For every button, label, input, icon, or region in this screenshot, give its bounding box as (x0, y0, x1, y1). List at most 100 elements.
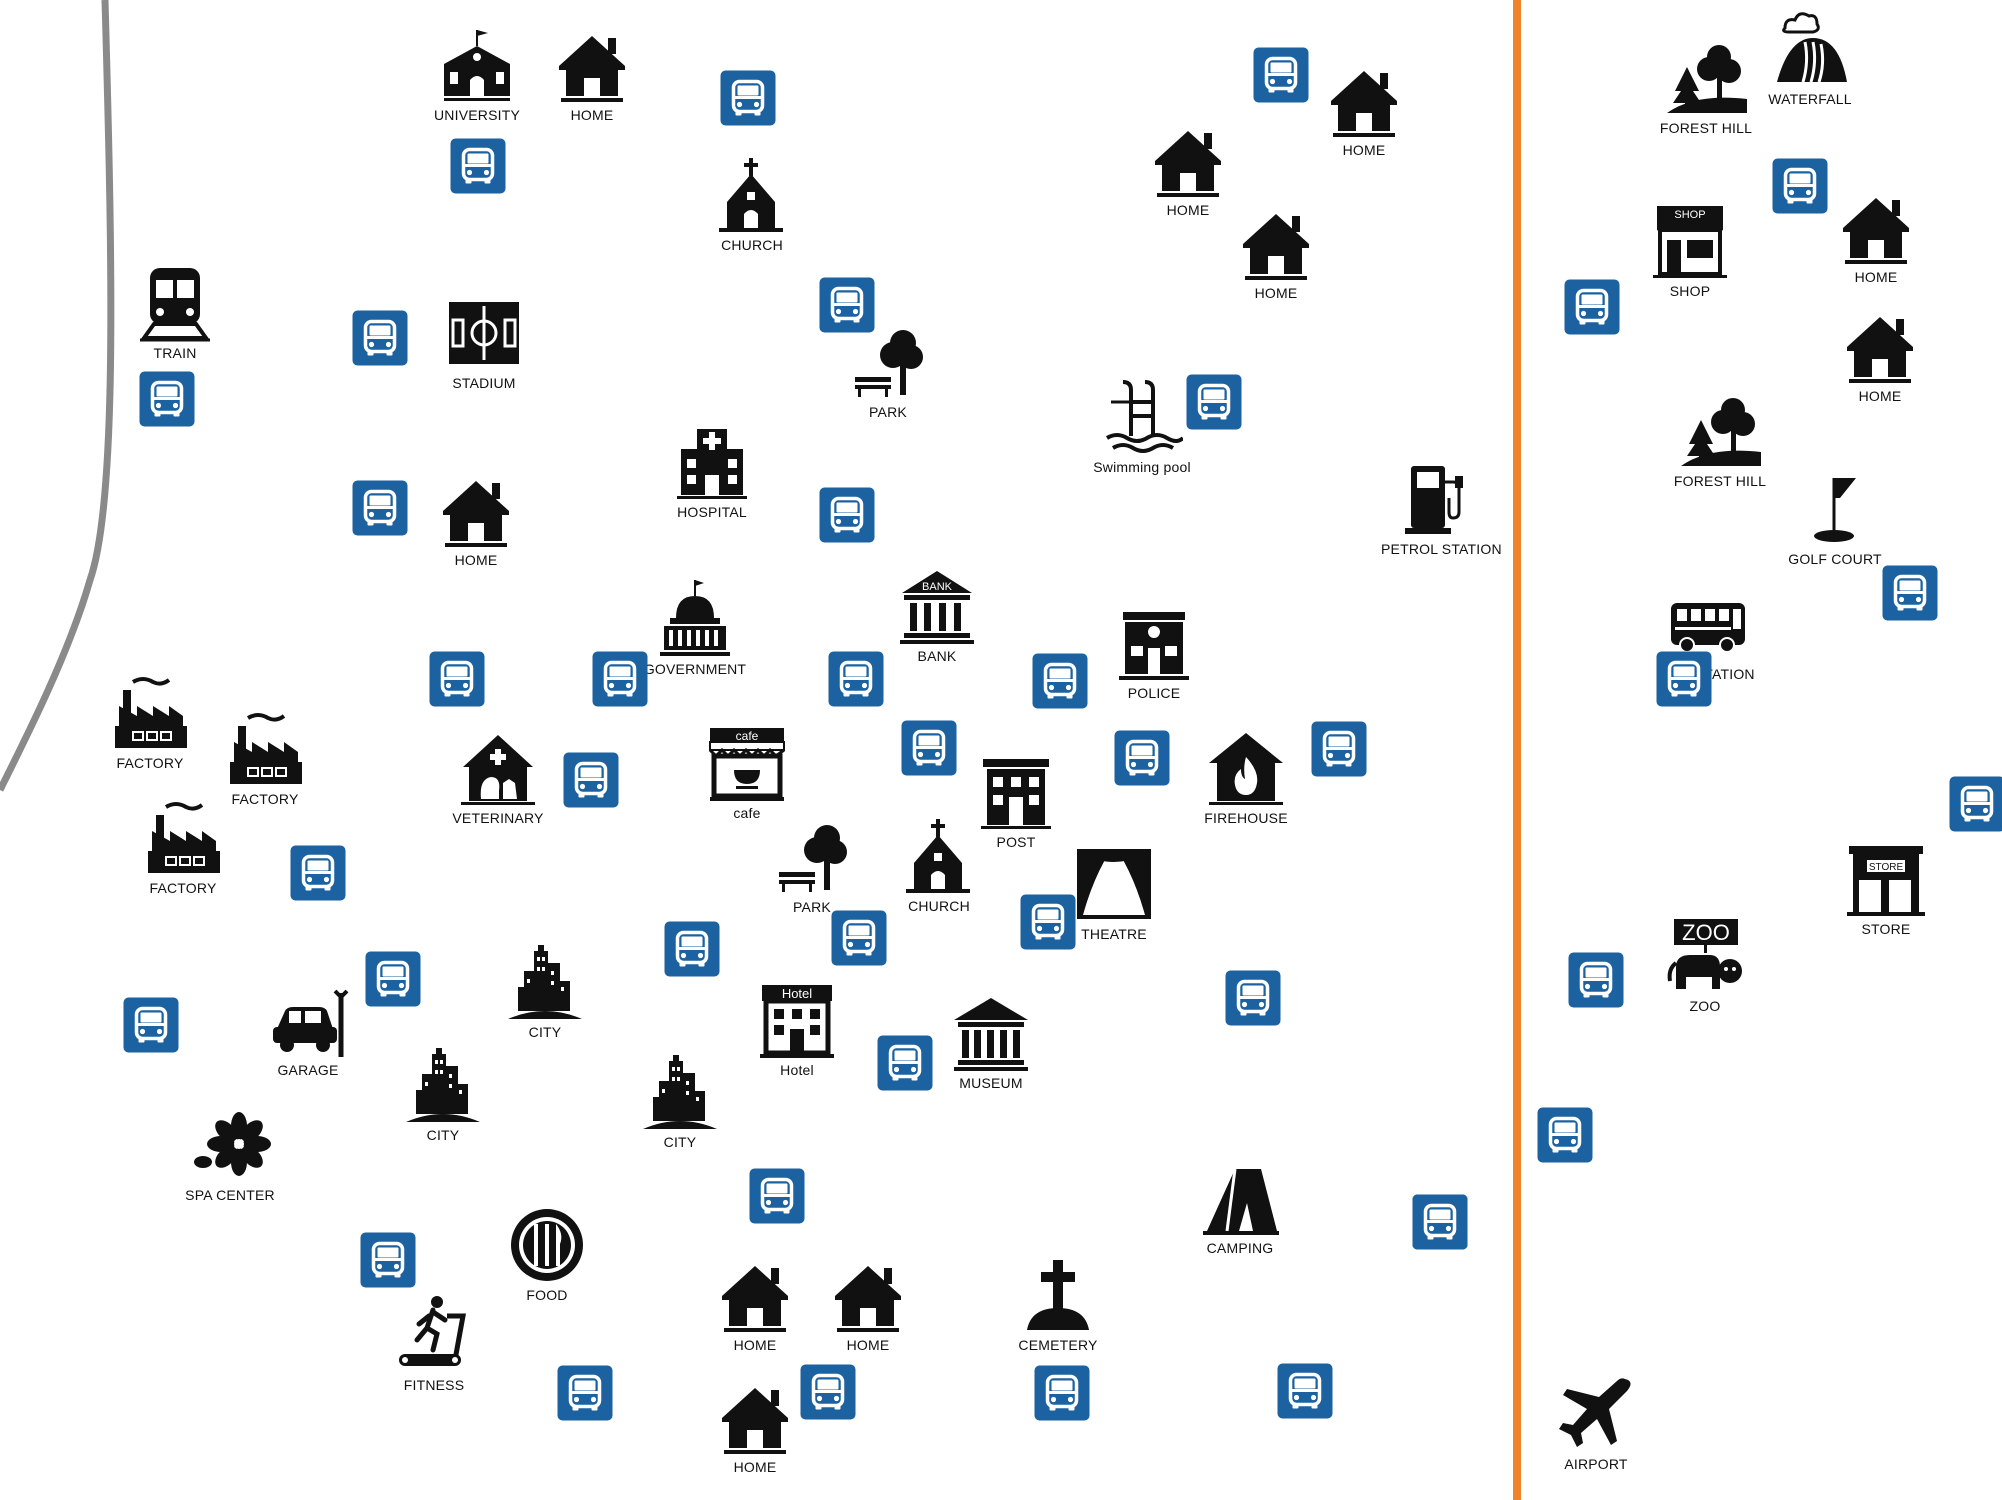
bus-stop-marker[interactable] (429, 651, 485, 707)
place-home[interactable]: HOME (1309, 59, 1419, 158)
place-home[interactable]: HOME (1133, 119, 1243, 218)
place-factory[interactable]: FACTORY (210, 708, 320, 807)
bus-stop-marker[interactable] (450, 138, 506, 194)
place-waterfall[interactable]: WATERFALL (1755, 8, 1865, 107)
museum-icon (954, 998, 1028, 1071)
bus-stop-marker[interactable] (664, 921, 720, 977)
bus-stop-marker[interactable] (1114, 730, 1170, 786)
bus-stop-marker[interactable] (123, 997, 179, 1053)
place-cemetery[interactable]: CEMETERY (1003, 1254, 1113, 1353)
place-airport[interactable]: AIRPORT (1541, 1373, 1651, 1472)
place-home[interactable]: HOME (813, 1254, 923, 1353)
place-golf-court[interactable]: GOLF COURT (1780, 468, 1890, 567)
bus-stop-marker[interactable] (1020, 894, 1076, 950)
place-home[interactable]: HOME (1825, 305, 1935, 404)
place-train[interactable]: TRAIN (120, 262, 230, 361)
fuel-pump-icon (1405, 466, 1463, 534)
place-veterinary[interactable]: VETERINARY (443, 727, 553, 826)
place-home[interactable]: HOME (700, 1376, 810, 1475)
place-home[interactable]: HOME (1221, 202, 1331, 301)
place-swimming-pool[interactable]: Swimming pool (1087, 376, 1197, 475)
place-church[interactable]: CHURCH (697, 154, 807, 253)
place-forest-hill[interactable]: FOREST HILL (1651, 37, 1761, 136)
place-university[interactable]: UNIVERSITY (422, 24, 532, 123)
bus-stop-marker[interactable] (831, 910, 887, 966)
place-store[interactable]: STORE STORE (1831, 838, 1941, 937)
place-zoo[interactable]: ZOO ZOO (1650, 915, 1760, 1014)
place-church[interactable]: CHURCH (884, 815, 994, 914)
place-camping[interactable]: CAMPING (1185, 1157, 1295, 1256)
place-cafe[interactable]: cafe cafe (692, 722, 802, 821)
place-home[interactable]: HOME (537, 24, 647, 123)
bus-front-icon (1575, 288, 1609, 325)
bus-stop-marker[interactable] (1186, 374, 1242, 430)
bus-stop-marker[interactable] (1311, 721, 1367, 777)
bus-stop-marker[interactable] (1882, 565, 1938, 621)
bus-stop-marker[interactable] (352, 480, 408, 536)
place-factory[interactable]: FACTORY (128, 797, 238, 896)
bus-stop-marker[interactable] (819, 277, 875, 333)
bus-stop-marker[interactable] (290, 845, 346, 901)
place-park[interactable]: PARK (757, 816, 867, 915)
place-home[interactable]: HOME (1821, 186, 1931, 285)
bus-stop-marker[interactable] (828, 651, 884, 707)
bus-stop-marker[interactable] (592, 651, 648, 707)
bus-stop-marker[interactable] (360, 1232, 416, 1288)
bus-stop-marker[interactable] (1656, 651, 1712, 707)
bus-stop-marker[interactable] (800, 1364, 856, 1420)
bus-stop-marker[interactable] (901, 720, 957, 776)
bus-stop-marker[interactable] (1277, 1363, 1333, 1419)
bus-stop-marker[interactable] (1034, 1365, 1090, 1421)
bus-stop-marker[interactable] (1568, 952, 1624, 1008)
place-government[interactable]: GOVERNMENT (640, 578, 750, 677)
place-food[interactable]: FOOD (492, 1204, 602, 1303)
bus-stop-marker[interactable] (819, 487, 875, 543)
place-petrol-station[interactable]: PETROL STATION (1381, 458, 1502, 557)
house-icon (722, 1388, 788, 1454)
place-city[interactable]: CITY (490, 941, 600, 1040)
bus-stop-marker[interactable] (557, 1365, 613, 1421)
bus-stop-marker[interactable] (1253, 47, 1309, 103)
train-icon (140, 268, 210, 342)
bus-front-icon (842, 919, 876, 956)
place-home[interactable]: HOME (421, 469, 531, 568)
bus-stop-marker[interactable] (749, 1168, 805, 1224)
place-home[interactable]: HOME (700, 1254, 810, 1353)
place-label: HOME (1854, 269, 1898, 285)
bus-stop-marker[interactable] (1537, 1107, 1593, 1163)
place-bank[interactable]: BANK BANK (882, 565, 992, 664)
place-hospital[interactable]: HOSPITAL (657, 421, 767, 520)
bus-stop-marker[interactable] (1949, 776, 2002, 832)
place-museum[interactable]: MUSEUM (936, 992, 1046, 1091)
bus-stop-marker[interactable] (365, 951, 421, 1007)
bus-stop-marker[interactable] (1772, 158, 1828, 214)
bus-front-icon (1288, 1372, 1322, 1409)
place-stadium[interactable]: STADIUM (429, 292, 539, 391)
bus-stop-marker[interactable] (1412, 1194, 1468, 1250)
place-post[interactable]: POST (961, 751, 1071, 850)
bus-stop-marker[interactable] (1564, 279, 1620, 335)
place-forest-hill[interactable]: FOREST HILL (1665, 390, 1775, 489)
bus-front-icon (839, 660, 873, 697)
theatre-icon (1077, 849, 1151, 919)
place-firehouse[interactable]: FIREHOUSE (1191, 727, 1301, 826)
place-city[interactable]: CITY (388, 1044, 498, 1143)
bus-stop-marker[interactable] (1032, 653, 1088, 709)
place-fitness[interactable]: FITNESS (379, 1294, 489, 1393)
place-label: POST (996, 834, 1036, 850)
bus-stop-marker[interactable] (563, 752, 619, 808)
place-hotel[interactable]: Hotel Hotel (742, 979, 852, 1078)
place-theatre[interactable]: THEATRE (1059, 843, 1169, 942)
bus-stop-marker[interactable] (877, 1035, 933, 1091)
bus-stop-marker[interactable] (720, 70, 776, 126)
place-city[interactable]: CITY (625, 1051, 735, 1150)
place-police[interactable]: POLICE (1099, 602, 1209, 701)
place-shop[interactable]: SHOP SHOP (1635, 200, 1745, 299)
place-garage[interactable]: GARAGE (253, 979, 363, 1078)
place-factory[interactable]: FACTORY (95, 672, 205, 771)
bus-stop-marker[interactable] (352, 310, 408, 366)
bus-stop-marker[interactable] (1225, 970, 1281, 1026)
place-spa-center[interactable]: SPA CENTER (175, 1104, 285, 1203)
place-park[interactable]: PARK (833, 321, 943, 420)
bus-stop-marker[interactable] (139, 371, 195, 427)
